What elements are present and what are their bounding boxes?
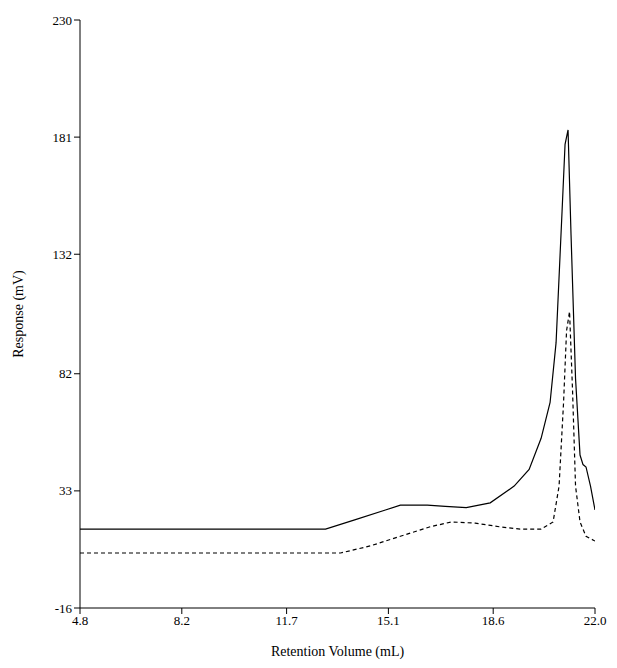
svg-text:33: 33	[59, 483, 72, 498]
svg-text:15.1: 15.1	[377, 613, 400, 628]
svg-text:132: 132	[53, 247, 73, 262]
svg-text:230: 230	[53, 13, 73, 28]
svg-text:22.0: 22.0	[584, 613, 607, 628]
svg-text:18.6: 18.6	[482, 613, 505, 628]
svg-text:11.7: 11.7	[275, 613, 298, 628]
svg-text:4.8: 4.8	[72, 613, 88, 628]
svg-text:181: 181	[53, 130, 73, 145]
svg-text:Response (mV): Response (mV)	[11, 270, 27, 358]
svg-text:82: 82	[59, 366, 72, 381]
svg-text:-16: -16	[55, 601, 73, 616]
svg-text:8.2: 8.2	[174, 613, 190, 628]
svg-text:Retention Volume (mL): Retention Volume (mL)	[271, 644, 405, 660]
